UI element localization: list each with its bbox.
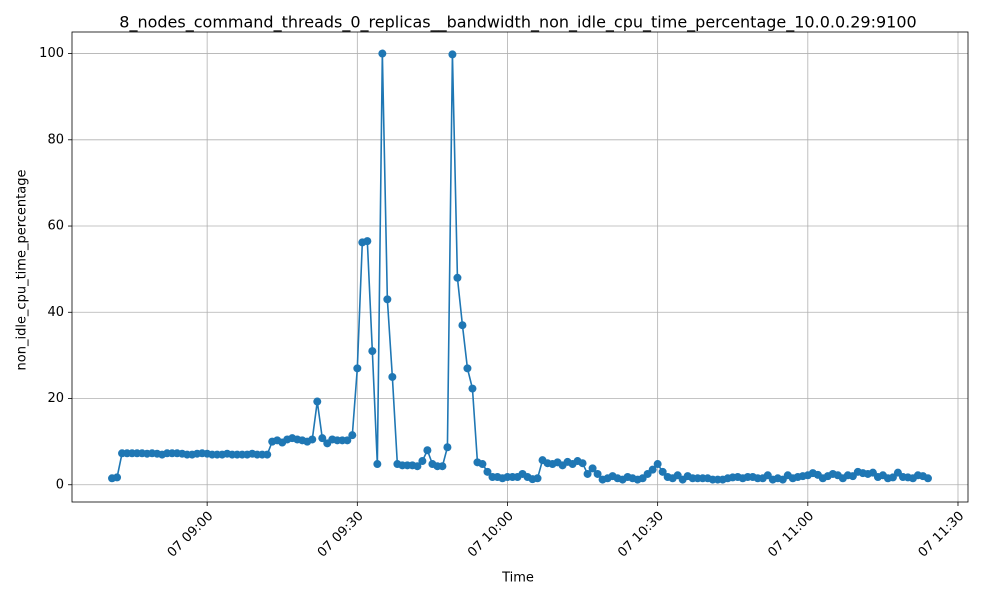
marker: [583, 469, 592, 478]
marker: [923, 474, 932, 483]
marker: [413, 462, 422, 471]
y-tick-label: 100: [39, 46, 64, 61]
marker: [313, 397, 322, 406]
y-tick-label: 40: [47, 305, 64, 320]
marker: [648, 465, 657, 474]
marker: [343, 436, 352, 445]
marker: [363, 237, 372, 246]
marker: [353, 364, 362, 373]
marker: [578, 459, 587, 468]
marker: [318, 434, 327, 443]
plot-frame: [71, 31, 969, 503]
marker: [453, 273, 462, 282]
marker: [418, 457, 427, 466]
y-axis-label: non_idle_cpu_time_percentage: [15, 170, 30, 371]
marker: [888, 473, 897, 482]
marker: [378, 49, 387, 58]
marker: [658, 467, 667, 476]
marker: [348, 431, 357, 440]
marker: [458, 321, 467, 330]
marker: [308, 435, 317, 444]
marker: [373, 460, 382, 469]
plot: [108, 49, 932, 484]
y-tick-label: 20: [47, 391, 64, 406]
marker: [423, 446, 432, 455]
chart-title: 8_nodes_command_threads_0_replicas__band…: [119, 13, 916, 33]
marker: [478, 460, 487, 469]
marker: [463, 364, 472, 373]
marker: [533, 474, 542, 483]
marker: [653, 460, 662, 469]
marker: [368, 347, 377, 356]
marker: [443, 443, 452, 452]
marker: [448, 50, 457, 59]
marker: [593, 469, 602, 478]
marker: [588, 464, 597, 473]
x-axis-label: Time: [501, 571, 534, 586]
marker: [383, 295, 392, 304]
y-tick-label: 0: [56, 477, 64, 492]
marker: [483, 467, 492, 476]
marker: [468, 384, 477, 393]
marker: [388, 372, 397, 381]
y-tick-label: 60: [47, 219, 64, 234]
y-tick-label: 80: [47, 132, 64, 147]
marker: [263, 450, 272, 459]
marker: [438, 462, 447, 471]
marker: [113, 473, 122, 482]
